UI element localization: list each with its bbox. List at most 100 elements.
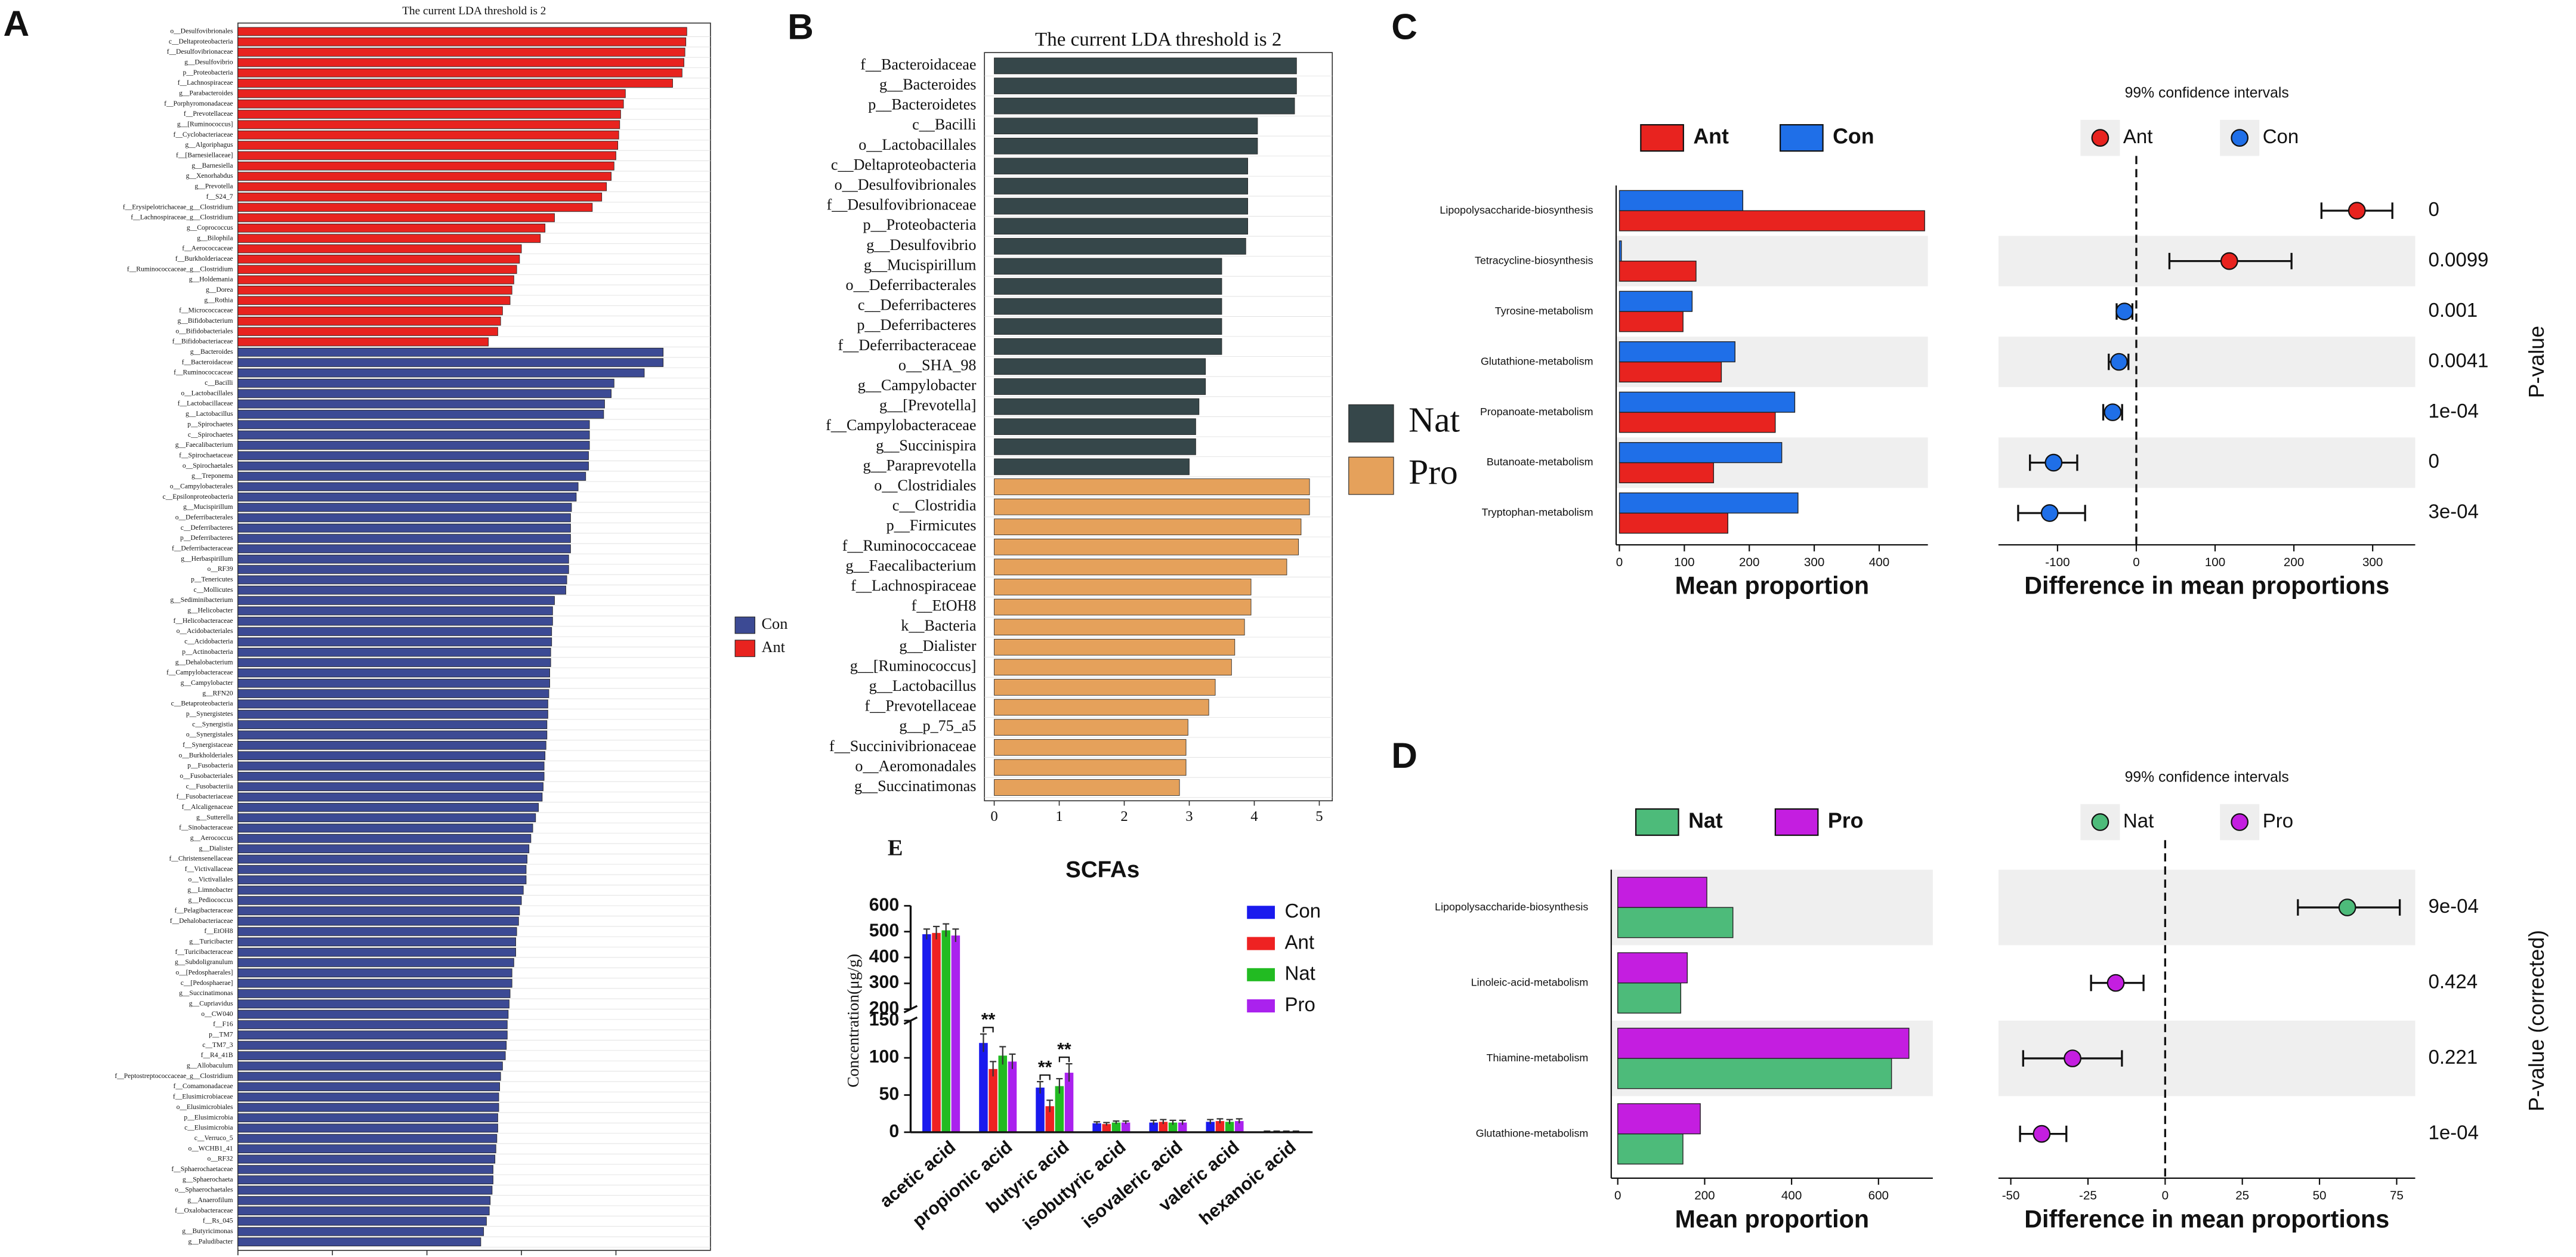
bar-label: g__Desulfovibrio <box>184 58 233 66</box>
x-tick-label: 4 <box>1250 808 1258 824</box>
bar-label: f__Rs_045 <box>203 1218 233 1225</box>
bar <box>237 596 555 605</box>
bar <box>994 278 1222 295</box>
bar-label: o__Lactobacillales <box>181 390 233 397</box>
bar <box>237 472 586 481</box>
bar-label: f__Desulfovibrionaceae <box>827 196 977 214</box>
bar <box>237 48 685 57</box>
bar <box>994 358 1206 375</box>
legend-swatch <box>734 640 755 657</box>
bar-label: c__Bacilli <box>912 116 976 133</box>
legend-label: Con <box>1284 900 1321 922</box>
x-tick-label: -25 <box>2079 1189 2097 1203</box>
bar <box>1617 1058 1892 1089</box>
bar <box>237 1113 498 1122</box>
bar <box>237 875 527 885</box>
x-tick-label: 100 <box>2205 555 2225 569</box>
bar <box>237 565 569 574</box>
x-axis-label: Mean proportion <box>1675 572 1869 600</box>
bar-label: o__Aeromonadales <box>855 757 976 774</box>
bar-label: p__Proteobacteria <box>863 216 976 233</box>
bar <box>237 327 498 336</box>
bar-label: o__Victivallales <box>189 876 233 883</box>
bar-label: f__F16 <box>213 1021 233 1028</box>
bar-label: f__Bacteroidaceae <box>860 55 976 73</box>
bar <box>237 782 543 792</box>
bar <box>237 658 551 667</box>
bar <box>237 803 539 812</box>
y-tick-label: 100 <box>869 1047 899 1067</box>
bar <box>994 739 1187 756</box>
bar-label: g__Faecalibacterium <box>175 441 233 449</box>
bar-label: f__Ruminococcaceae_g__Clostridium <box>127 265 233 273</box>
x-tick-label: 2 <box>1120 808 1128 824</box>
bar-label: f__Burkholderiaceae <box>175 255 233 262</box>
p-value: 9e-04 <box>2428 895 2478 917</box>
x-tick-label: isovaleric acid <box>1079 1137 1187 1232</box>
p-value: 0.001 <box>2428 299 2478 321</box>
bar <box>237 223 546 233</box>
bar-label: f__Deferribacteraceae <box>172 545 233 552</box>
x-tick-label: 1 <box>1055 808 1062 824</box>
bar <box>994 759 1187 776</box>
bar-label: g__Barnesiella <box>191 162 233 169</box>
bar <box>1064 1073 1074 1132</box>
bar <box>237 1206 490 1216</box>
bar-label: g__[Prevotella] <box>879 397 976 414</box>
bar <box>1617 876 1707 908</box>
bar <box>237 916 519 926</box>
bar-label: g__Coprococcus <box>187 224 233 231</box>
row-band <box>1998 336 2416 387</box>
bar <box>994 638 1236 656</box>
bar-label: g__Mucispirillum <box>864 256 977 273</box>
significance-label: ** <box>1057 1040 1071 1060</box>
bar <box>237 244 522 254</box>
bar <box>1234 1121 1244 1132</box>
legend-swatch <box>1247 968 1275 981</box>
bar <box>994 97 1295 115</box>
bar <box>237 503 572 512</box>
bar-label: o__RF39 <box>208 566 233 573</box>
category-label: Butanoate-metabolism <box>1487 456 1593 468</box>
bar-label: f__Elusimicrobiaceae <box>173 1094 233 1101</box>
diff-point <box>2338 898 2356 916</box>
legend-label: Nat <box>1284 962 1315 984</box>
bar-label: o__Deferribacterales <box>175 514 233 521</box>
bar-label: c__TM7_3 <box>202 1042 233 1049</box>
chart-title: The current LDA threshold is 2 <box>402 5 546 17</box>
bar-label: g__Pediococcus <box>188 897 233 904</box>
bar <box>237 720 548 729</box>
bar <box>237 1071 501 1081</box>
bar-label: c__Spirochaetes <box>188 431 233 438</box>
bar-label: c__[Pedosphaerae] <box>181 980 233 987</box>
p-value: 0 <box>2428 198 2439 220</box>
bar <box>237 1185 493 1195</box>
x-tick-label: 200 <box>2284 555 2304 569</box>
bar <box>237 740 546 750</box>
p-value: 1e-04 <box>2428 400 2478 422</box>
bar <box>1619 291 1693 312</box>
bar-label: f__Micrococcaceae <box>179 307 233 314</box>
category-label: Glutathione-metabolism <box>1481 355 1593 367</box>
bar <box>1617 1103 1701 1135</box>
category-label: Propanoate-metabolism <box>1480 406 1593 418</box>
legend-marker <box>2231 813 2249 831</box>
bar <box>237 616 553 626</box>
bar <box>994 478 1310 495</box>
bar <box>1215 1121 1225 1132</box>
bar <box>994 438 1196 455</box>
bar-label: o__Lactobacillales <box>858 136 976 153</box>
chart-title: 99% confidence intervals <box>2125 769 2289 785</box>
bar-label: f__Porphyromonadaceae <box>164 100 233 107</box>
bar <box>994 197 1248 215</box>
bar <box>1619 412 1776 433</box>
p-value: 0.424 <box>2428 970 2478 992</box>
bar-label: f__Comamonadaceae <box>174 1083 233 1090</box>
bar <box>237 285 512 295</box>
panel-letter: B <box>787 7 814 47</box>
bar-label: f__Sinobacteraceae <box>179 824 233 832</box>
bar <box>994 137 1258 155</box>
bar <box>237 120 620 129</box>
